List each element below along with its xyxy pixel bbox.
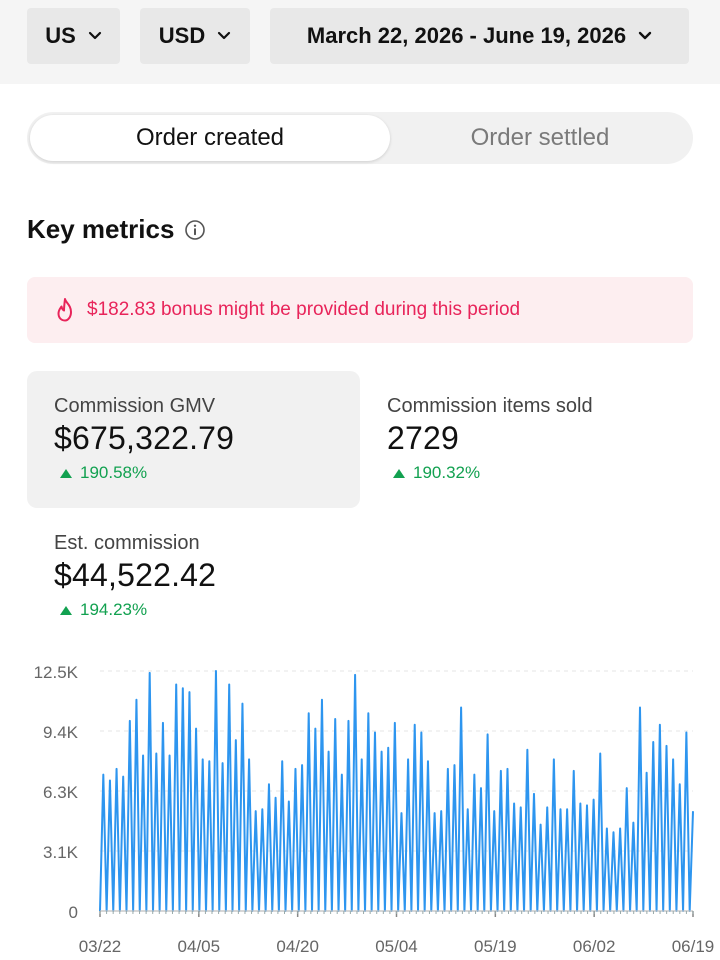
y-tick-label: 9.4K — [43, 723, 79, 742]
metric-label: Commission GMV — [54, 395, 216, 417]
triangle-up-icon — [60, 605, 72, 615]
metric-est-commission[interactable]: Est. commission $44,522.42 194.23% — [54, 532, 216, 620]
x-tick-label: 04/20 — [276, 937, 319, 956]
triangle-up-icon — [60, 468, 72, 478]
metric-commission-items-sold[interactable]: Commission items sold 2729 190.32% — [387, 395, 593, 483]
currency-dropdown[interactable]: USD — [140, 8, 250, 64]
metric-delta: 194.23% — [54, 600, 216, 620]
bonus-banner: $182.83 bonus might be provided during t… — [27, 277, 693, 343]
info-icon[interactable] — [184, 219, 206, 241]
metric-value: $675,322.79 — [54, 420, 235, 456]
metric-commission-gmv[interactable]: Commission GMV $675,322.79 190.58% — [54, 395, 234, 483]
x-tick-label: 06/02 — [573, 937, 616, 956]
chevron-down-icon — [218, 31, 231, 40]
currency-value: USD — [158, 23, 206, 48]
date-range-value: March 22, 2026 - June 19, 2026 — [306, 23, 627, 48]
metric-value: 2729 — [387, 420, 459, 456]
tab-order-created[interactable]: Order created — [30, 115, 390, 161]
metric-delta: 190.58% — [54, 463, 234, 483]
series-line — [99, 670, 694, 912]
section-title: Key metrics — [27, 214, 175, 244]
region-value: US — [45, 23, 76, 48]
x-tick-label: 05/19 — [474, 937, 517, 956]
metric-label: Commission items sold — [387, 395, 593, 417]
y-tick-label: 12.5K — [34, 663, 79, 682]
tab-order-settled[interactable]: Order settled — [470, 124, 610, 151]
y-tick-label: 6.3K — [43, 783, 79, 802]
metric-delta-value: 190.58% — [80, 463, 148, 482]
filter-bar: US USD March 22, 2026 - June 19, 2026 — [0, 0, 720, 84]
key-metrics-heading: Key metrics — [27, 214, 206, 245]
commission-chart[interactable]: 0 3.1K 6.3K 9.4K 12.5K 03/22 04/05 04/20 05/04 05… — [0, 650, 720, 960]
y-tick-label: 0 — [69, 903, 78, 922]
x-tick-label: 04/05 — [178, 937, 221, 956]
line-chart: 0 3.1K 6.3K 9.4K 12.5K 03/22 04/05 04/20 05/04 05… — [34, 663, 715, 956]
y-tick-label: 3.1K — [43, 843, 79, 862]
metric-card-selected[interactable] — [27, 371, 360, 508]
x-tick-label: 05/04 — [375, 937, 418, 956]
triangle-up-icon — [393, 468, 405, 478]
x-tick-label: 03/22 — [79, 937, 122, 956]
metric-value: $44,522.42 — [54, 557, 217, 593]
region-dropdown[interactable]: US — [27, 8, 120, 64]
metric-delta-value: 194.23% — [80, 600, 148, 619]
metric-delta-value: 190.32% — [413, 463, 481, 482]
chevron-down-icon — [88, 31, 101, 40]
metric-delta: 190.32% — [387, 463, 593, 483]
date-range-dropdown[interactable]: March 22, 2026 - June 19, 2026 — [270, 8, 689, 64]
flame-icon — [57, 298, 72, 322]
x-tick-label: 06/19 — [672, 937, 715, 956]
chevron-down-icon — [638, 31, 652, 40]
bonus-text: $182.83 bonus might be provided during t… — [87, 299, 521, 320]
metric-label: Est. commission — [54, 532, 200, 554]
order-type-toggle: Order created Order settled — [27, 112, 693, 164]
